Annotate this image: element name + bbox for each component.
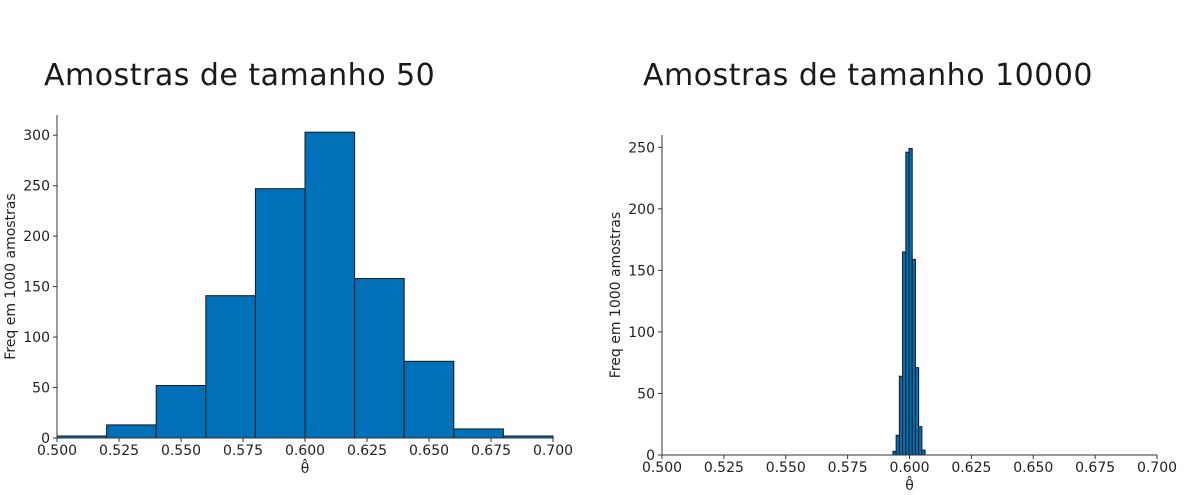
left-y-tick-label: 0: [41, 431, 50, 447]
right-histogram-bar-3: [902, 251, 907, 456]
left-histogram-bar-1: [106, 424, 157, 439]
right-histogram-bar-0: [892, 450, 897, 456]
right-y-tick-label: 250: [628, 140, 655, 156]
left-x-tick-label: 0.525: [99, 443, 139, 459]
left-y-tick-label: 250: [23, 179, 50, 195]
chart-title-left: Amostras de tamanho 50: [44, 58, 436, 93]
right-x-tick-label: 0.675: [1075, 460, 1115, 476]
right-y-tick-label: 50: [637, 386, 655, 402]
histogram-size-50: 0.500 0.525 0.550 0.575 0.600 0.625 0.650 0.675…: [3, 115, 573, 477]
left-x-axis-label: θ̂: [301, 458, 310, 477]
left-x-tick-label: 0.550: [161, 443, 201, 459]
left-histogram-bar-3: [205, 295, 256, 439]
right-x-tick-label: 0.525: [704, 460, 744, 476]
right-histogram-bar-2: [898, 375, 904, 456]
left-x-tick-label: 0.600: [285, 443, 325, 459]
right-histogram-bar-6: [911, 258, 916, 456]
left-histogram-bar-6: [354, 278, 405, 439]
right-x-tick-label: 0.600: [889, 460, 929, 476]
right-histogram-bar-5: [908, 148, 913, 456]
left-y-axis-label: Freq em 1000 amostras: [3, 193, 19, 359]
left-x-tick-label: 0.675: [471, 443, 511, 459]
left-y-tick-label: 200: [23, 229, 50, 245]
right-histogram-bar-4: [905, 151, 910, 456]
right-x-tick-label: 0.575: [828, 460, 868, 476]
right-histogram-bar-1: [895, 434, 900, 456]
left-x-tick-label: 0.650: [409, 443, 449, 459]
chart-title-right: Amostras de tamanho 10000: [643, 58, 1094, 93]
right-x-tick-label: 0.550: [766, 460, 806, 476]
left-histogram-bar-7: [403, 360, 455, 439]
left-y-tick-label: 50: [32, 381, 50, 397]
left-x-tick-label: 0.700: [533, 443, 573, 459]
right-y-tick-label: 100: [628, 325, 655, 341]
right-histogram-bar-7: [914, 367, 920, 456]
right-y-tick-label: 150: [628, 263, 655, 279]
left-y-tick-label: 100: [23, 330, 50, 346]
left-histogram-bar-4: [254, 188, 306, 439]
right-x-tick-label: 0.500: [642, 460, 682, 476]
left-x-tick-label: 0.500: [37, 443, 77, 459]
left-x-tick-label: 0.625: [347, 443, 387, 459]
right-x-tick-label: 0.625: [951, 460, 991, 476]
left-y-tick-label: 150: [23, 280, 50, 296]
left-histogram-bar-2: [155, 385, 207, 439]
left-y-tick-label: 300: [23, 128, 50, 144]
right-y-tick-label: 0: [646, 448, 655, 464]
right-histogram-bar-8: [918, 426, 923, 456]
right-y-tick-label: 200: [628, 202, 655, 218]
right-histogram-bar-9: [921, 449, 926, 456]
left-histogram-bar-8: [453, 428, 504, 439]
right-x-tick-label: 0.650: [1013, 460, 1053, 476]
left-histogram-bar-5: [304, 131, 356, 439]
right-x-tick-label: 0.700: [1137, 460, 1177, 476]
right-y-axis-label: Freq em 1000 amostras: [608, 212, 624, 378]
right-x-axis-label: θ̂: [905, 475, 914, 494]
left-x-tick-label: 0.575: [223, 443, 263, 459]
